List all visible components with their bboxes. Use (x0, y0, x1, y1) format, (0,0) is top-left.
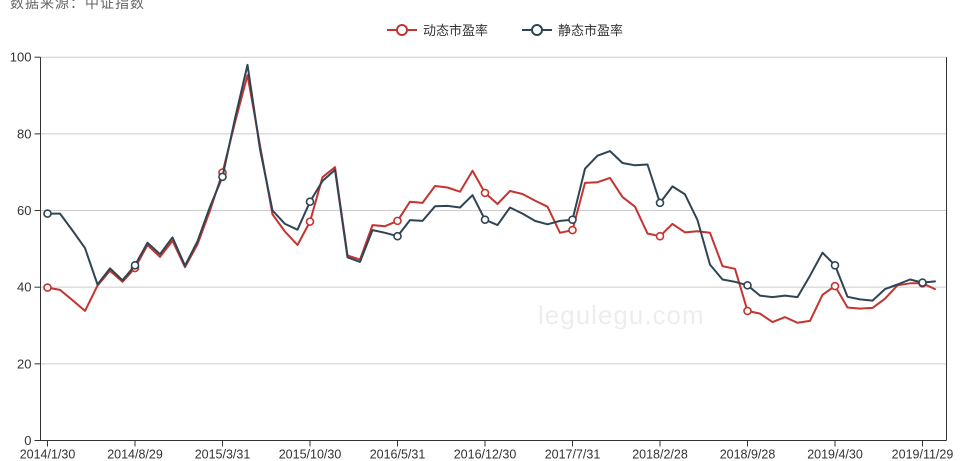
x-tick-label: 2014/1/30 (20, 448, 76, 461)
data-point-marker (480, 188, 490, 198)
y-tick-label: 20 (17, 356, 31, 371)
x-tick-label: 2018/2/28 (632, 448, 688, 461)
data-point-marker (305, 197, 315, 207)
data-point-marker (655, 198, 665, 208)
data-point-marker (568, 225, 577, 235)
data-point-marker (43, 209, 52, 218)
y-tick-label: 40 (17, 280, 31, 295)
x-tick-label: 2016/12/30 (454, 448, 517, 461)
data-point-marker (918, 278, 927, 287)
legend-item-dynamic-pe[interactable]: 动态市盈率 (386, 20, 488, 39)
x-tick-label: 2016/5/31 (370, 448, 426, 461)
x-tick-label: 2017/7/31 (545, 448, 601, 461)
chart-legend: 动态市盈率 静态市盈率 (0, 20, 972, 39)
data-point-marker (655, 231, 665, 241)
data-point-marker (743, 306, 752, 316)
x-tick-label: 2015/10/30 (279, 448, 342, 461)
series-line-static-pe (46, 63, 936, 302)
x-tick-label: 2014/8/29 (107, 448, 163, 461)
legend-marker-static-icon (522, 23, 552, 36)
y-tick-label: 80 (17, 126, 31, 141)
data-point-marker (305, 217, 315, 226)
legend-marker-dynamic-icon (386, 23, 417, 36)
data-point-marker (43, 283, 52, 292)
data-point-marker (743, 280, 752, 290)
legend-item-static-pe[interactable]: 静态市盈率 (522, 20, 623, 39)
data-point-marker (830, 261, 840, 270)
data-point-marker (393, 216, 402, 226)
x-tick-label: 2015/3/31 (195, 448, 251, 461)
data-point-marker (568, 215, 577, 225)
x-tick-label: 2018/9/28 (720, 448, 776, 461)
y-tick-label: 60 (17, 203, 31, 218)
data-point-marker (480, 215, 490, 225)
watermark: legulegu.com (538, 300, 705, 330)
legend-label-static-pe: 静态市盈率 (558, 23, 624, 38)
data-point-marker (393, 231, 402, 241)
data-point-marker (830, 281, 840, 291)
y-tick-label: 0 (24, 433, 31, 448)
series-line-dynamic-pe (46, 74, 936, 324)
x-tick-label: 2019/4/30 (807, 448, 863, 461)
data-source-note: 数据来源：中证指数 (10, 0, 145, 11)
y-tick-label: 100 (10, 50, 32, 65)
x-tick-label: 2019/11/29 (892, 448, 954, 461)
data-point-marker (218, 172, 227, 182)
legend-label-dynamic-pe: 动态市盈率 (422, 23, 488, 38)
data-point-marker (130, 261, 140, 270)
